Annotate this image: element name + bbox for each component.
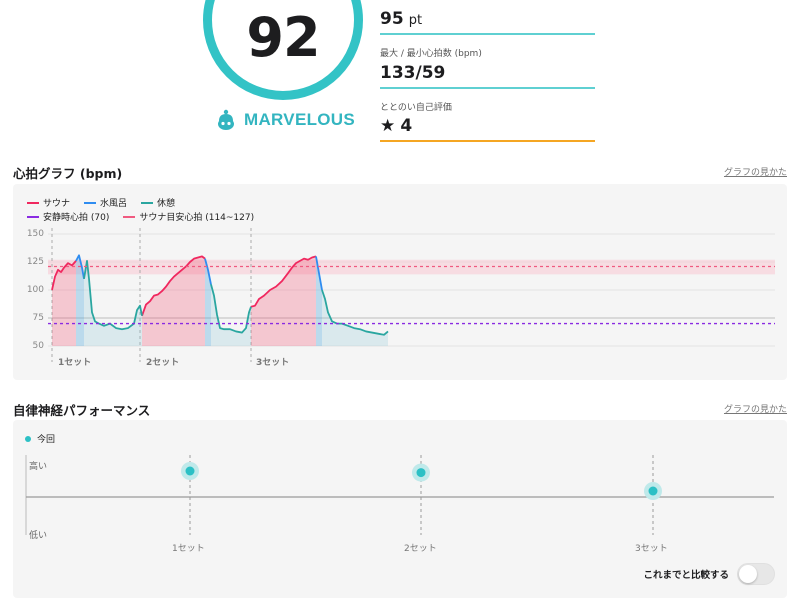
y-tick: 100 — [26, 285, 44, 295]
series-area — [52, 260, 76, 346]
stat-score: 95 pt — [380, 9, 595, 29]
ans-point — [416, 468, 426, 478]
legend-resting-hr: 安静時心拍 (70) — [27, 210, 109, 223]
legend-swatch — [123, 215, 136, 218]
sauna-target-band — [48, 259, 775, 275]
ans-set-label: 3セット — [635, 544, 668, 554]
ans-point — [185, 466, 195, 476]
stat-divider — [380, 140, 595, 142]
series-area — [211, 284, 251, 346]
ans-high-label: 高い — [29, 462, 48, 472]
stat-heartrate: 133/59 — [380, 63, 595, 83]
set-label: 2セット — [146, 358, 180, 368]
stat-self-rating: ★ 4 — [380, 116, 595, 136]
rating-label: MARVELOUS — [244, 110, 356, 129]
legend-swatch — [84, 201, 97, 204]
y-tick: 50 — [32, 341, 44, 351]
series-area — [322, 290, 388, 346]
stat-score-unit: pt — [408, 13, 423, 28]
legend-sauna: サウナ — [27, 196, 70, 209]
ans-title: 自律神経パフォーマンス — [13, 403, 151, 418]
ans-panel — [13, 420, 787, 598]
set-label: 1セット — [58, 358, 92, 368]
stat-divider — [380, 33, 595, 35]
stat-self-rating-value: 4 — [400, 116, 413, 136]
star-icon: ★ — [380, 116, 396, 136]
stat-heartrate-value: 133/59 — [380, 63, 446, 83]
series-line — [141, 255, 206, 317]
legend-swatch — [27, 215, 39, 218]
stat-heartrate-label: 最大 / 最小心拍数 (bpm) — [380, 49, 482, 59]
heart-legend-row1: サウナ 水風呂 休憩 — [27, 196, 175, 209]
series-line — [204, 258, 212, 285]
series-area — [84, 260, 142, 346]
stat-divider — [380, 87, 595, 89]
legend-sauna-target: サウナ目安心拍 (114~127) — [123, 210, 254, 223]
toggle-knob — [739, 565, 757, 583]
heart-legend-row2: 安静時心拍 (70) サウナ目安心拍 (114~127) — [27, 210, 254, 223]
legend-swatch — [141, 201, 154, 204]
set-label: 3セット — [256, 358, 290, 368]
compare-toggle[interactable] — [737, 563, 775, 585]
stat-score-value: 95 — [380, 9, 404, 29]
rating-badge: MARVELOUS — [216, 109, 355, 131]
sauna-hat-icon — [218, 109, 234, 130]
y-tick: 75 — [32, 313, 44, 323]
compare-label: これまでと比較する — [643, 570, 729, 581]
series-line — [51, 260, 77, 291]
legend-swatch — [27, 201, 39, 204]
y-tick: 125 — [26, 257, 44, 267]
ans-legend: 今回 — [25, 432, 55, 445]
legend-rest: 休憩 — [141, 196, 175, 209]
series-area — [251, 256, 316, 346]
series-line — [250, 255, 317, 308]
heart-graph-panel — [13, 184, 787, 380]
y-tick: 150 — [26, 229, 44, 239]
compare-row: これまでと比較する — [643, 563, 775, 585]
stat-self-rating-label: ととのい自己評価 — [380, 103, 452, 113]
ans-help-link[interactable]: グラフの見かた — [723, 405, 787, 415]
ans-point — [648, 486, 658, 496]
legend-dot — [25, 435, 31, 442]
legend-cold-bath: 水風呂 — [84, 196, 127, 209]
series-line — [321, 289, 389, 336]
ans-set-label: 1セット — [172, 544, 205, 554]
series-line — [210, 284, 252, 334]
series-line — [315, 256, 323, 291]
score-value: 92 — [246, 6, 320, 69]
ans-low-label: 低い — [29, 531, 48, 541]
heart-graph-help-link[interactable]: グラフの見かた — [723, 168, 787, 178]
ans-set-label: 2セット — [404, 544, 437, 554]
heart-graph-title: 心拍グラフ (bpm) — [13, 166, 123, 181]
series-line — [75, 254, 85, 279]
